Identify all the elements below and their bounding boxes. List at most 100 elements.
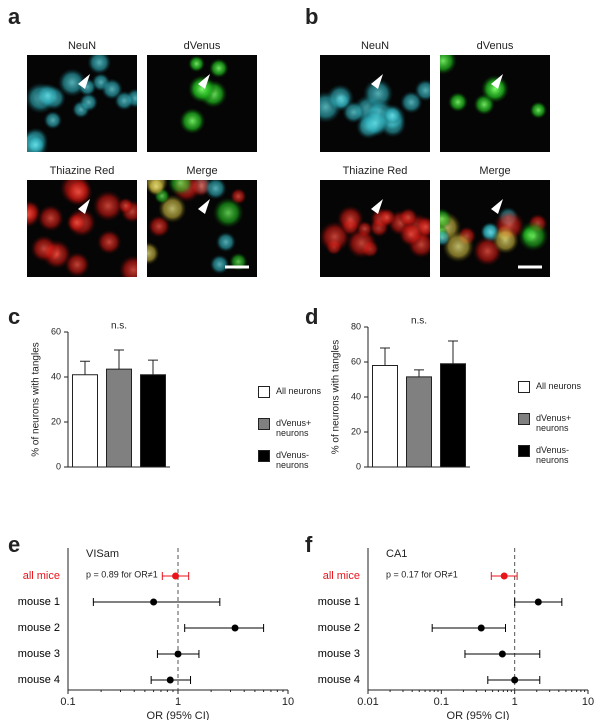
point [172, 572, 180, 580]
cell [346, 227, 377, 259]
annotation: p = 0.17 for OR≠1 [386, 569, 458, 579]
arrowhead [491, 74, 503, 90]
legend-label: dVenus- neurons [276, 450, 310, 470]
point [534, 598, 542, 606]
y-axis-label: % of neurons with tangles [331, 340, 342, 455]
bar [440, 363, 466, 468]
legend-swatch [258, 386, 270, 398]
cell [66, 212, 87, 233]
cell [209, 58, 229, 78]
cell [118, 255, 137, 277]
legend-label: dVenus- neurons [536, 445, 570, 465]
x-tick-label: 10 [582, 696, 594, 708]
row-label: mouse 3 [318, 648, 360, 660]
cell [188, 74, 216, 103]
cell [27, 202, 41, 228]
bar [72, 374, 98, 468]
x-tick-label: 1 [175, 696, 181, 708]
bar [106, 368, 132, 468]
cell [398, 207, 418, 227]
cell [92, 190, 124, 222]
legend-swatch [258, 450, 270, 462]
image-label: Merge [186, 165, 217, 177]
micrograph [147, 55, 257, 152]
panel-letter: f [305, 532, 313, 557]
y-tick-label: 80 [351, 321, 361, 331]
point [166, 676, 174, 684]
image-label: dVenus [477, 40, 514, 52]
cell [117, 197, 134, 214]
x-tick-label: 0.1 [60, 696, 75, 708]
legend-label: All neurons [276, 386, 322, 396]
x-tick-label: 10 [282, 696, 294, 708]
panel-letter: a [8, 4, 21, 29]
micrograph-cells [440, 206, 549, 267]
legend-label: dVenus+ neurons [536, 413, 572, 433]
legend-swatch [518, 445, 530, 457]
arrowhead [491, 199, 503, 215]
cell [43, 110, 63, 130]
cell [147, 241, 160, 265]
cell [491, 226, 520, 255]
point [500, 572, 508, 580]
row-label: mouse 4 [18, 674, 60, 686]
cell [336, 205, 365, 233]
annotation: p = 0.89 for OR≠1 [86, 569, 158, 579]
micrograph-cells [27, 55, 137, 152]
cell [87, 55, 112, 75]
image-label: Merge [479, 165, 510, 177]
legend-label: All neurons [536, 381, 582, 391]
cell [518, 220, 549, 252]
cell [37, 204, 65, 232]
panel-letter: e [8, 532, 20, 557]
arrowhead [78, 199, 90, 215]
cell [212, 197, 244, 229]
point [150, 598, 158, 606]
micrograph-cells [147, 180, 248, 275]
y-tick-label: 20 [51, 416, 61, 426]
y-tick-label: 60 [51, 326, 61, 336]
cell [147, 215, 171, 238]
cell [440, 229, 451, 247]
cell [398, 222, 424, 247]
cell [204, 180, 227, 200]
x-tick-label: 0.1 [434, 696, 449, 708]
arrowhead [78, 74, 90, 90]
panel-title: CA1 [386, 548, 407, 560]
cell [35, 83, 61, 109]
cell [96, 229, 122, 255]
cell [64, 180, 93, 207]
cell [167, 180, 194, 196]
row-label: mouse 1 [318, 596, 360, 608]
cell [79, 92, 99, 112]
cell [377, 208, 397, 227]
panel-letter: d [305, 304, 318, 329]
cell [147, 180, 166, 197]
row-label: all mice [23, 570, 60, 582]
x-tick-label: 1 [512, 696, 518, 708]
point [498, 650, 506, 658]
y-tick-label: 0 [56, 461, 61, 471]
cell [64, 251, 90, 277]
cell [209, 254, 230, 275]
cell [440, 55, 457, 75]
panel-letter: b [305, 4, 318, 29]
cell [27, 134, 46, 152]
arrowhead [198, 199, 210, 215]
panel-title: VISam [86, 548, 119, 560]
micrograph-cells [320, 205, 430, 259]
micrograph-cells [440, 55, 548, 119]
cell [188, 55, 205, 73]
micrograph-cells [320, 78, 430, 140]
annotation: n.s. [111, 321, 127, 332]
image-label: NeuN [361, 40, 389, 52]
micrograph-cells [179, 55, 229, 135]
point [477, 624, 485, 632]
row-label: mouse 2 [18, 622, 60, 634]
cell [179, 107, 206, 135]
image-label: Thiazine Red [50, 165, 115, 177]
cell [342, 101, 365, 124]
bar [140, 374, 166, 468]
legend-label: dVenus+ neurons [276, 418, 312, 438]
